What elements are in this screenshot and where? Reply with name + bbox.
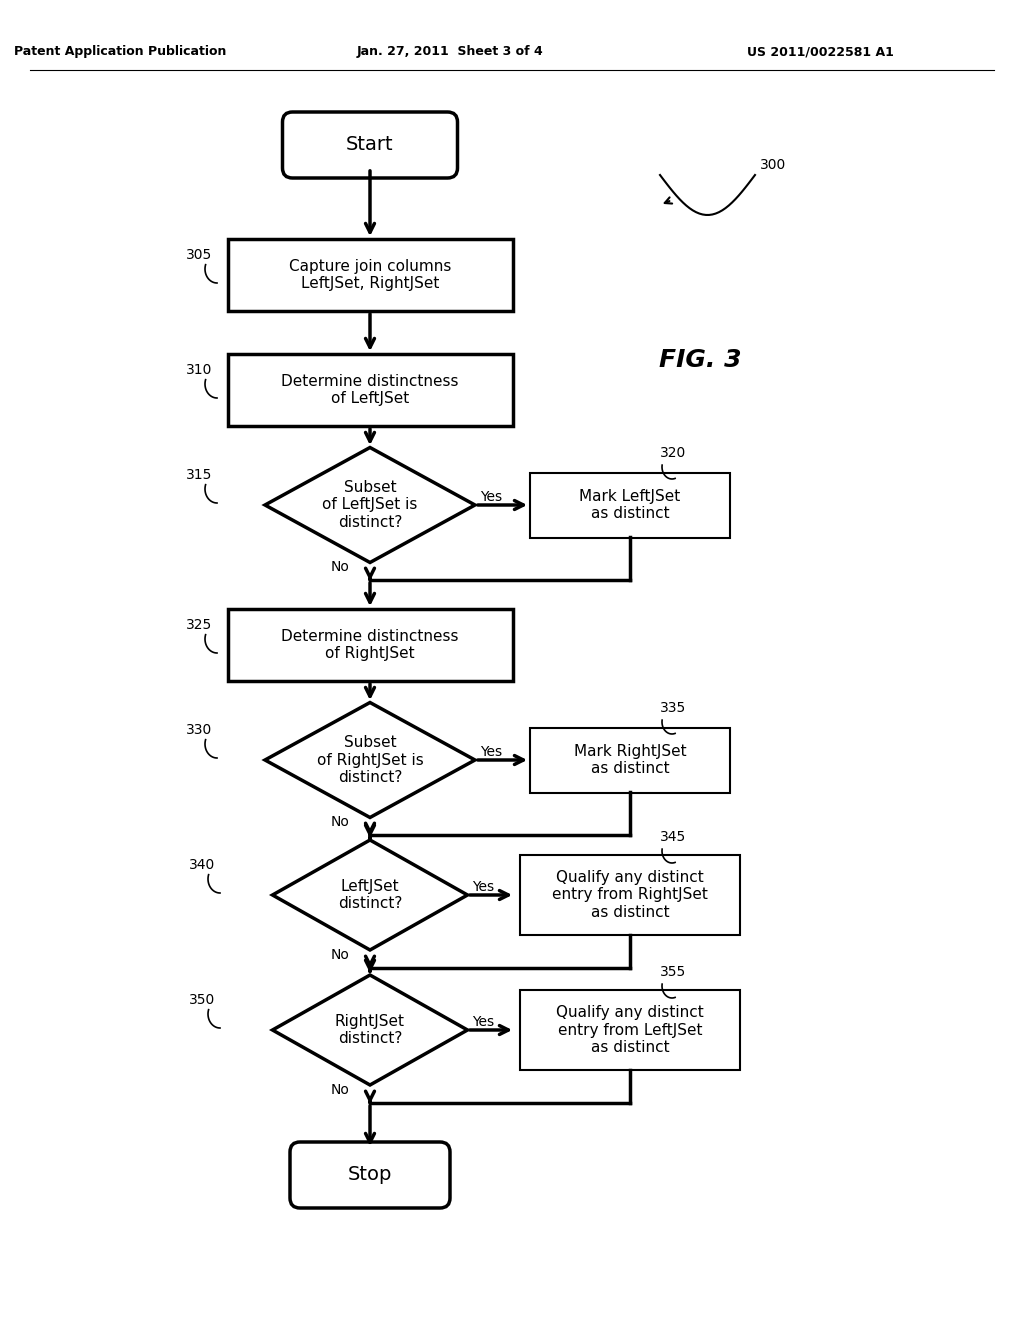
Text: Mark RightJSet
as distinct: Mark RightJSet as distinct — [573, 743, 686, 776]
Text: 320: 320 — [660, 446, 686, 459]
Text: Yes: Yes — [480, 744, 502, 759]
FancyBboxPatch shape — [530, 727, 730, 792]
Text: 305: 305 — [185, 248, 212, 261]
Text: Patent Application Publication: Patent Application Publication — [13, 45, 226, 58]
Text: Determine distinctness
of LeftJSet: Determine distinctness of LeftJSet — [282, 374, 459, 407]
Text: Yes: Yes — [472, 1015, 495, 1030]
Text: 325: 325 — [185, 618, 212, 632]
Text: 300: 300 — [760, 158, 786, 172]
Text: LeftJSet
distinct?: LeftJSet distinct? — [338, 879, 402, 911]
FancyBboxPatch shape — [290, 1142, 450, 1208]
Text: Yes: Yes — [480, 490, 502, 504]
Text: No: No — [331, 948, 349, 962]
Polygon shape — [265, 702, 475, 817]
FancyBboxPatch shape — [283, 112, 458, 178]
Polygon shape — [272, 840, 468, 950]
FancyBboxPatch shape — [227, 609, 512, 681]
Text: 330: 330 — [185, 723, 212, 737]
Text: No: No — [331, 560, 349, 574]
Text: 340: 340 — [188, 858, 215, 873]
Text: No: No — [331, 814, 349, 829]
Text: Subset
of LeftJSet is
distinct?: Subset of LeftJSet is distinct? — [323, 480, 418, 529]
FancyBboxPatch shape — [520, 855, 740, 935]
Text: Mark LeftJSet
as distinct: Mark LeftJSet as distinct — [580, 488, 681, 521]
Text: Yes: Yes — [472, 880, 495, 894]
Text: 345: 345 — [660, 830, 686, 843]
FancyBboxPatch shape — [530, 473, 730, 537]
Text: Jan. 27, 2011  Sheet 3 of 4: Jan. 27, 2011 Sheet 3 of 4 — [356, 45, 544, 58]
Text: 355: 355 — [660, 965, 686, 979]
Text: Capture join columns
LeftJSet, RightJSet: Capture join columns LeftJSet, RightJSet — [289, 259, 452, 292]
Text: 315: 315 — [185, 469, 212, 482]
Text: Qualify any distinct
entry from RightJSet
as distinct: Qualify any distinct entry from RightJSe… — [552, 870, 708, 920]
Text: Stop: Stop — [348, 1166, 392, 1184]
Text: 310: 310 — [185, 363, 212, 378]
Text: Determine distinctness
of RightJSet: Determine distinctness of RightJSet — [282, 628, 459, 661]
FancyBboxPatch shape — [227, 239, 512, 312]
Text: US 2011/0022581 A1: US 2011/0022581 A1 — [746, 45, 893, 58]
Text: 335: 335 — [660, 701, 686, 715]
Polygon shape — [265, 447, 475, 562]
Text: Start: Start — [346, 136, 394, 154]
Text: RightJSet
distinct?: RightJSet distinct? — [335, 1014, 406, 1047]
Text: No: No — [331, 1082, 349, 1097]
FancyBboxPatch shape — [227, 354, 512, 426]
Text: 350: 350 — [188, 993, 215, 1007]
FancyBboxPatch shape — [520, 990, 740, 1071]
Text: FIG. 3: FIG. 3 — [658, 348, 741, 372]
Polygon shape — [272, 975, 468, 1085]
Text: Subset
of RightJSet is
distinct?: Subset of RightJSet is distinct? — [316, 735, 423, 785]
Text: Qualify any distinct
entry from LeftJSet
as distinct: Qualify any distinct entry from LeftJSet… — [556, 1005, 703, 1055]
